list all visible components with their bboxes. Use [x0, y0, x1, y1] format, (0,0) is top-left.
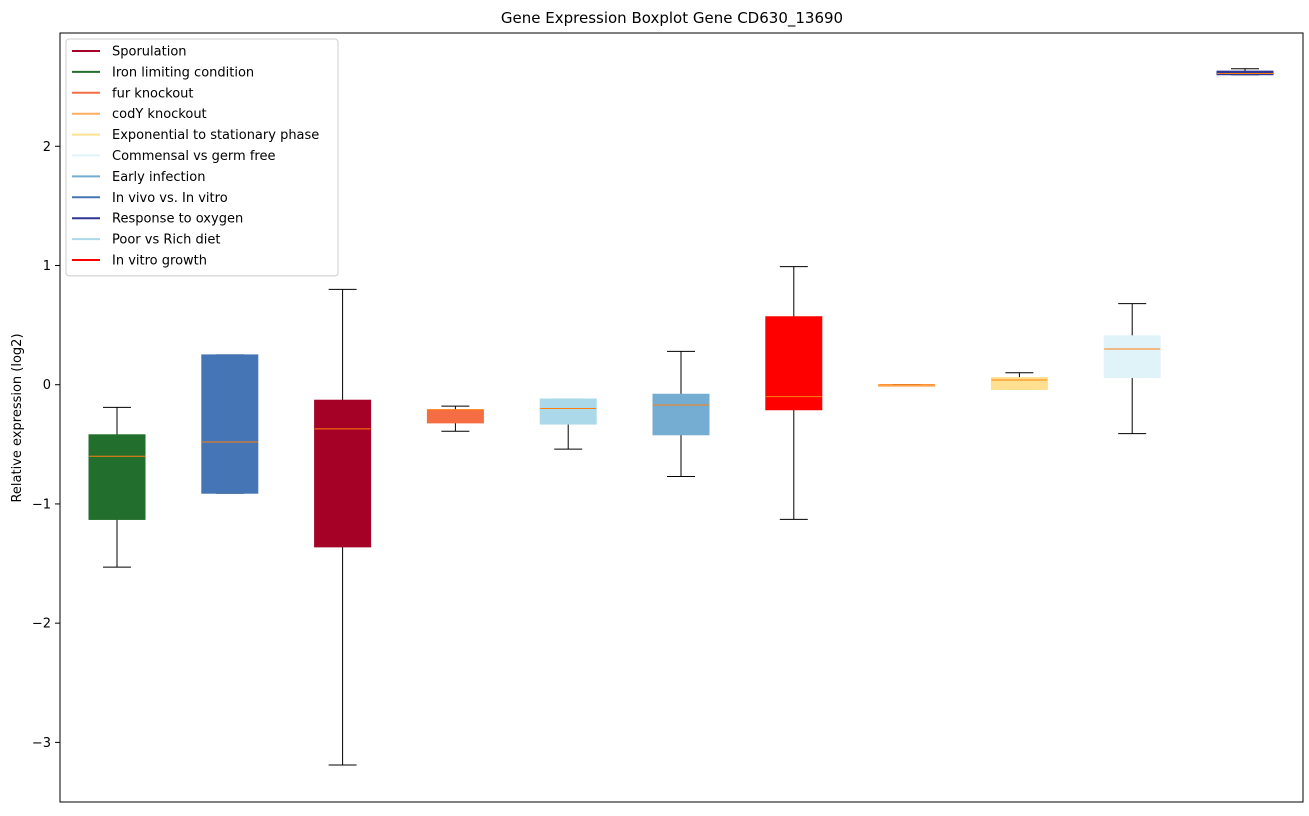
y-tick-label: 2 [43, 140, 51, 155]
box-group [765, 266, 823, 520]
legend-label: fur knockout [112, 86, 194, 101]
legend-label: Poor vs Rich diet [112, 233, 220, 248]
box-body [652, 393, 710, 436]
box-group [1103, 303, 1161, 435]
legend-label: codY knockout [112, 107, 207, 122]
box-group [314, 288, 372, 766]
y-tick-label: −3 [32, 736, 51, 751]
chart-title: Gene Expression Boxplot Gene CD630_13690 [501, 9, 843, 28]
box-group [88, 406, 146, 568]
box-body [765, 316, 823, 411]
y-tick-label: −2 [32, 617, 51, 632]
box-body [539, 398, 597, 425]
box-group [1216, 68, 1274, 76]
box-body [201, 354, 259, 494]
legend: Sporulation Iron limiting condition fur kn… [65, 38, 339, 277]
y-axis-label: Relative expression (log2) [10, 333, 25, 502]
legend-label: In vitro growth [112, 254, 207, 269]
box-group [201, 354, 259, 494]
y-axis: −3 −2 −1 0 1 2 [32, 140, 60, 751]
legend-label: Commensal vs germ free [112, 149, 275, 164]
box-group [426, 405, 484, 432]
box-body [990, 377, 1048, 390]
box-body [426, 409, 484, 424]
legend-label: Response to oxygen [112, 212, 243, 227]
box-group [539, 398, 597, 450]
legend-label: Sporulation [112, 45, 187, 60]
legend-label: In vivo vs. In vitro [112, 191, 228, 206]
legend-box [65, 38, 339, 277]
y-tick-label: 1 [43, 259, 51, 274]
box-group [652, 350, 710, 478]
boxes-layer [88, 68, 1274, 766]
legend-label: Exponential to stationary phase [112, 128, 319, 143]
legend-label: Early infection [112, 170, 205, 185]
box-group [878, 384, 936, 387]
y-tick-label: 0 [43, 378, 51, 393]
box-body [314, 399, 372, 548]
box-group [990, 372, 1048, 390]
y-tick-label: −1 [32, 497, 51, 512]
box-body [88, 434, 146, 520]
legend-label: Iron limiting condition [112, 65, 254, 80]
box-body [1216, 70, 1274, 76]
plot-frame [59, 32, 1304, 803]
box-body [1103, 335, 1161, 379]
